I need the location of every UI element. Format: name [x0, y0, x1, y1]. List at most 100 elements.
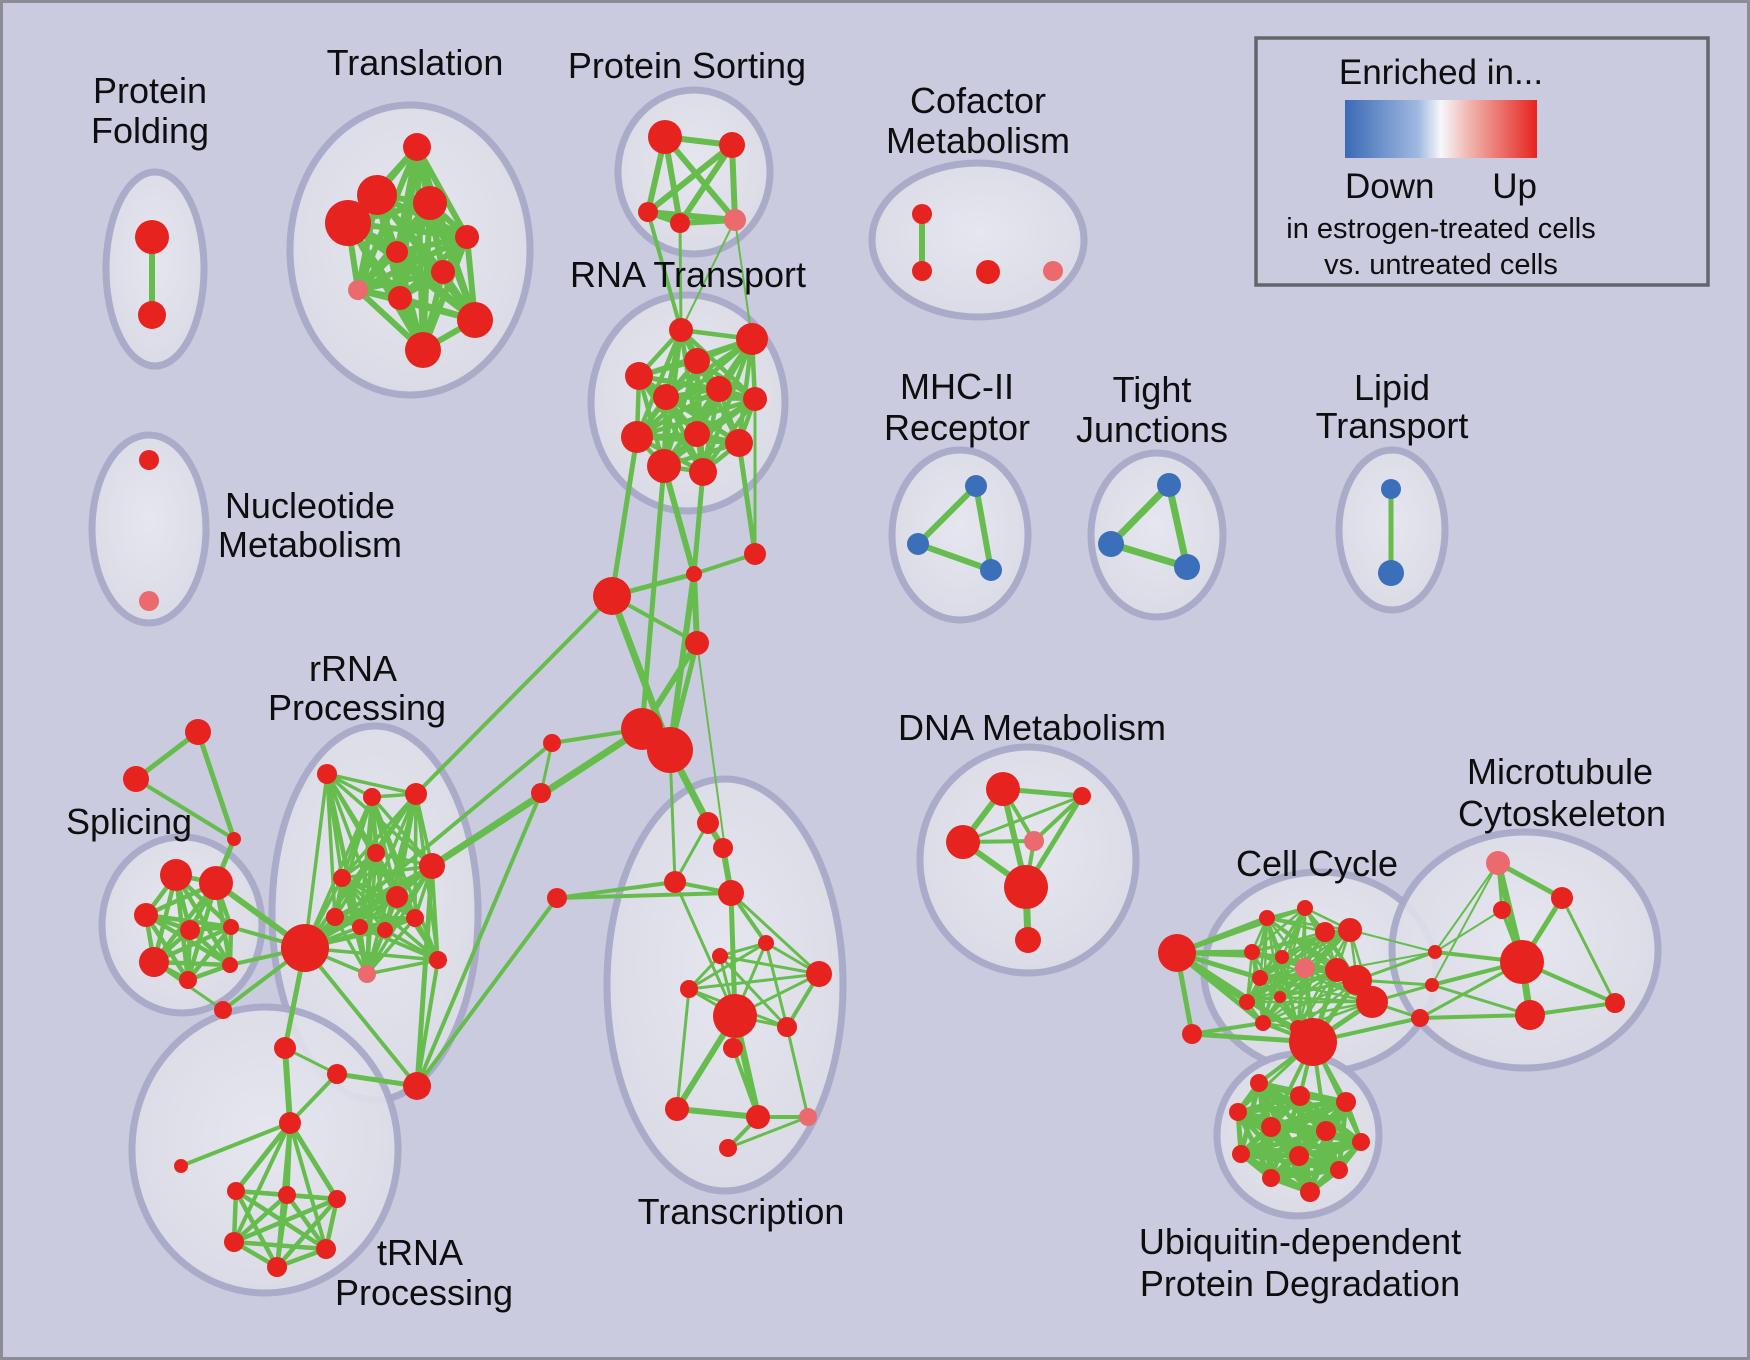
edge-x1-c1	[195, 729, 237, 842]
node-sp4-red	[180, 920, 200, 940]
edge-ccBL-cc13	[1190, 1021, 1265, 1036]
node-nm1-red	[139, 450, 159, 470]
edge-cc2-cc5	[1250, 906, 1307, 954]
edge-tc13-tc14	[726, 1115, 810, 1150]
node-r11-red	[406, 909, 424, 927]
legend-caption-line2: vs. untreated cells	[1324, 249, 1558, 281]
node-u4-red	[1229, 1103, 1247, 1121]
cluster-nucleotide-metabolism-ellipse	[88, 431, 210, 627]
node-csmall-red	[686, 566, 702, 582]
edge-tn4-tn7	[274, 1196, 340, 1270]
node-tn3-red	[278, 1186, 296, 1204]
edge-tn3-tn5	[231, 1192, 290, 1245]
cluster-mhc-ii-receptor-label-line1: MHC-II	[900, 366, 1014, 407]
edge-tnHub-tn2	[233, 1120, 293, 1194]
edge-tc6-tc8	[687, 941, 768, 991]
node-u11-red	[1262, 1169, 1280, 1187]
node-d6-red	[1015, 927, 1041, 953]
node-sp3-red	[134, 903, 158, 927]
node-tn6-red	[316, 1239, 336, 1259]
node-u2-red	[1290, 1086, 1310, 1106]
edge-l2-r14	[415, 791, 543, 1088]
node-ps5-pink	[724, 209, 746, 231]
edge-m1-m3	[973, 483, 994, 573]
edge-u10-u11	[1268, 1167, 1342, 1181]
edge-tc8-tc11	[675, 987, 691, 1111]
cluster-trna-processing-ellipse	[128, 1003, 402, 1297]
node-u5-red	[1261, 1117, 1281, 1137]
cluster-ubiquitin-dependent-protein-degradation-label-line1: Ubiquitin-dependent	[1139, 1221, 1461, 1262]
edge-u3-u4	[1235, 1099, 1349, 1115]
node-tc14-red	[719, 1139, 737, 1157]
cluster-cofactor-metabolism-ellipse	[868, 159, 1088, 321]
edge-r10-r12	[383, 928, 440, 962]
node-tc1-red	[697, 812, 719, 834]
node-x2-red	[123, 766, 149, 792]
node-m1-blue	[965, 475, 987, 497]
legend-up-label: Up	[1492, 167, 1537, 206]
node-ccHubB-red	[1289, 1018, 1337, 1066]
node-l2-red	[531, 783, 551, 803]
edge-r5-r14	[414, 863, 435, 1089]
edge-ps4-rt1	[678, 221, 683, 332]
node-rt3-red	[625, 362, 653, 390]
edge-tn4-tn5	[231, 1196, 340, 1245]
node-cc13-red	[1255, 1015, 1271, 1031]
edge-tc3-tcHub	[673, 880, 737, 1018]
node-tj3-blue	[1174, 554, 1200, 580]
edge-r12-r14	[415, 958, 440, 1088]
legend: Enriched in... Down Up in estrogen-treated …	[1254, 36, 1710, 287]
edge-tj2-tj3	[1107, 540, 1191, 571]
node-t6-red	[386, 241, 408, 263]
node-rt2-red	[736, 323, 768, 355]
node-r12-red	[429, 951, 447, 969]
node-rt12-red	[689, 458, 717, 486]
edge-tnHub-tn1	[179, 1121, 292, 1168]
node-tc7-red	[806, 961, 832, 987]
cluster-trna-processing-label-line1: tRNA	[377, 1232, 463, 1273]
node-nm2-pink	[139, 591, 159, 611]
edge-tc4-tc7	[729, 891, 821, 976]
cluster-tight-junctions-label-line1: Tight	[1113, 369, 1192, 410]
node-tn7-red	[267, 1257, 287, 1277]
node-t2-red	[357, 175, 397, 215]
edge-m2-m3	[915, 541, 994, 573]
node-tn4-red	[328, 1190, 346, 1208]
node-t4-red	[413, 186, 447, 220]
edge-rHub-r5	[302, 863, 435, 951]
node-cc9-red	[1252, 970, 1268, 986]
node-r10-red	[377, 922, 393, 938]
node-u6-red	[1316, 1121, 1336, 1141]
node-r2-red	[363, 788, 381, 806]
node-ccHubL-red	[1158, 934, 1196, 972]
node-mc1-pink	[1486, 851, 1510, 875]
edge-ps5-rt1	[680, 219, 736, 331]
node-cc16-red	[1356, 986, 1388, 1018]
node-tc11-red	[665, 1097, 689, 1121]
edge-ps2-ps3	[645, 142, 735, 215]
node-tnHub-red	[279, 1112, 301, 1134]
edge-rt7-rt8	[634, 396, 758, 440]
edge-sp5-sp7	[185, 924, 234, 983]
edge-l3-tc4	[555, 891, 733, 900]
node-r9-red	[352, 919, 368, 935]
edge-cc4-cc9	[1258, 928, 1352, 980]
node-r4-red	[367, 844, 385, 862]
node-r17-red	[327, 1064, 347, 1084]
node-cc10-red	[1239, 994, 1255, 1010]
node-mcHub-red	[1500, 940, 1544, 984]
node-d2-red	[1073, 787, 1091, 805]
node-rt6-red	[706, 376, 732, 402]
node-cc1-red	[1259, 910, 1275, 926]
node-pf2-red	[138, 301, 166, 329]
edge-cn1-mc2	[1434, 909, 1503, 953]
node-u9-red	[1289, 1146, 1309, 1166]
node-tc3-red	[664, 871, 686, 893]
network-nodes	[123, 120, 1625, 1277]
node-m3-blue	[980, 559, 1002, 581]
node-d4-pink	[1024, 831, 1044, 851]
node-rt7-red	[743, 387, 767, 411]
edge-r3-r6	[340, 792, 418, 880]
